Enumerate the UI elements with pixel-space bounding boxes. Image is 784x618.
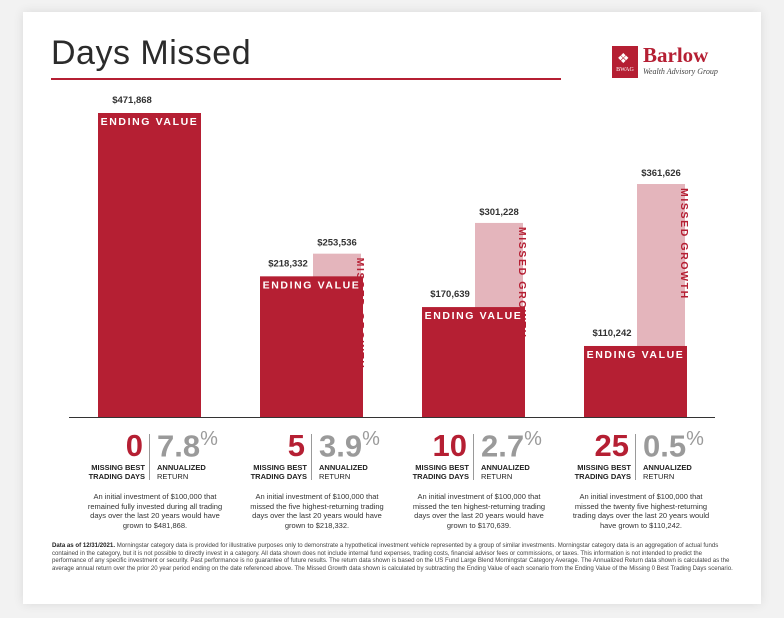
logo-mark: ❖ BWAG [612,46,638,78]
missing-days-count: 25 [594,428,629,463]
ending-value-label: ENDING VALUE [101,116,199,128]
logo-mark-text: BWAG [616,67,634,73]
logo-name: Barlow [643,43,709,67]
stat-divider [473,434,474,480]
total-value-label: $301,228 [479,207,519,218]
ending-value-label: ENDING VALUE [425,310,523,322]
ending-value-label: ENDING VALUE [263,279,361,291]
total-value-label: $361,626 [641,168,681,179]
scenario-description: An initial investment of $100,000 that m… [250,492,384,530]
annualized-return-label: ANNUALIZED RETURN [319,463,368,481]
eagle-wing-icon: ❖ [617,50,630,66]
page-title: Days Missed [51,34,252,72]
ending-value-bar [422,307,525,417]
missing-days-count: 10 [432,428,467,463]
scenario-0: 0 7.8% MISSING BEST TRADING DAYS ANNUALIZED R… [77,428,239,530]
scenario-description: An initial investment of $100,000 that r… [87,492,223,530]
annualized-return-value: 3.9% [319,428,380,464]
missing-days-label: MISSING BEST TRADING DAYS [88,463,145,481]
ending-value-label: ENDING VALUE [587,349,685,361]
percent-sign: % [524,428,542,450]
company-logo: ❖ BWAG Barlow Wealth Advisory Group [612,43,732,78]
ending-value-amount: $218,332 [268,258,308,269]
annualized-return-value: 7.8% [157,428,218,464]
stat-divider [635,434,636,480]
annualized-return-value: 0.5% [643,428,704,464]
annualized-return-label: ANNUALIZED RETURN [643,463,692,481]
ending-value-bar [260,276,363,417]
annualized-return-label: ANNUALIZED RETURN [157,463,206,481]
ending-value-amount: $110,242 [592,328,631,339]
stat-divider [311,434,312,480]
missing-days-label: MISSING BEST TRADING DAYS [250,463,307,481]
missing-days-count: 5 [287,428,305,463]
percent-sign: % [686,428,704,450]
stat-divider [149,434,150,480]
scenario-10: 10 2.7% MISSING BEST TRADING DAYS ANNUALIZED… [401,428,563,530]
scenario-25: 25 0.5% MISSING BEST TRADING DAYS ANNUALIZED… [563,428,725,530]
title-divider [51,78,561,80]
footer-disclaimer: Data as of 12/31/2021. Morningstar categ… [52,542,736,572]
missing-days-count: 0 [125,428,143,463]
ending-value-bar [584,345,687,417]
footer-text: Morningstar category data is provided fo… [52,542,733,572]
footer-date: Data as of 12/31/2021. [52,542,116,549]
missing-days-label: MISSING BEST TRADING DAYS [574,463,631,481]
missing-days-label: MISSING BEST TRADING DAYS [412,463,469,481]
scenario-5: 5 3.9% MISSING BEST TRADING DAYS ANNUALIZED R… [239,428,401,530]
annualized-return-label: ANNUALIZED RETURN [481,463,530,481]
total-value-label: $253,536 [317,238,357,249]
ending-value-bar [98,113,201,417]
annualized-return-value: 2.7% [481,428,542,464]
ending-value-amount: $471,868 [112,95,152,106]
percent-sign: % [200,428,218,450]
missed-growth-label: MISSED GROWTH [678,188,690,300]
logo-subtitle: Wealth Advisory Group [643,67,718,76]
ending-value-amount: $170,639 [430,289,470,300]
percent-sign: % [362,428,380,450]
scenario-description: An initial investment of $100,000 that m… [572,492,710,530]
scenario-description: An initial investment of $100,000 that m… [412,492,546,530]
